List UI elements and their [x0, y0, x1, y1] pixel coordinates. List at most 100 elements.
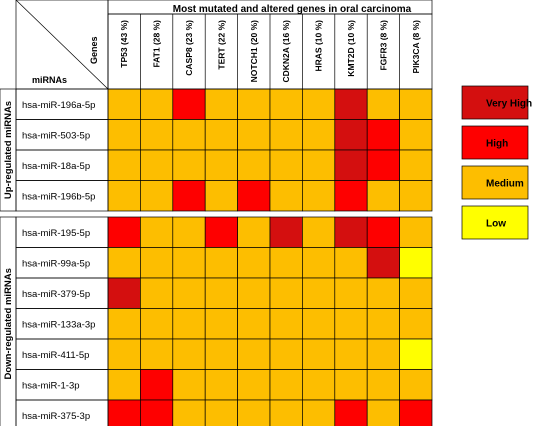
heatmap-cell: [269, 247, 303, 279]
heatmap-cell: [204, 308, 238, 340]
heatmap-cell: [237, 119, 271, 151]
heatmap-cell: [140, 216, 174, 248]
heatmap-cell: [107, 369, 141, 401]
heatmap-cell: [302, 247, 336, 279]
heatmap-cell: [366, 247, 400, 279]
heatmap-cell: [399, 247, 433, 279]
heatmap-cell: [334, 308, 368, 340]
legend-label: Very High: [486, 99, 532, 110]
heatmap-cell: [334, 277, 368, 309]
legend-swatch: [461, 165, 529, 200]
heatmap-cell: [172, 180, 206, 212]
legend-swatch: [461, 85, 529, 120]
heatmap-cell: [107, 180, 141, 212]
heatmap-cell: [140, 180, 174, 212]
heatmap-cell: [334, 119, 368, 151]
heatmap-cell: [140, 149, 174, 181]
column-label: CDKN2A (16 %): [281, 20, 291, 83]
heatmap-cell: [302, 119, 336, 151]
heatmap-cell: [204, 247, 238, 279]
heatmap-cell: [237, 277, 271, 309]
row-label: hsa-miR-379-5p: [22, 289, 90, 300]
group-label: Up-regulated miRNAs: [3, 101, 14, 199]
heatmap-cell: [204, 399, 238, 426]
heatmap-cell: [366, 338, 400, 370]
heatmap-cell: [334, 338, 368, 370]
heatmap-cell: [237, 308, 271, 340]
heatmap-cell: [172, 119, 206, 151]
heatmap-cell: [366, 399, 400, 426]
row-label: hsa-miR-18a-5p: [22, 161, 90, 172]
heatmap-cell: [366, 88, 400, 120]
heatmap-cell: [399, 399, 433, 426]
heatmap-cell: [172, 88, 206, 120]
heatmap-cell: [172, 247, 206, 279]
heatmap-cell: [366, 180, 400, 212]
legend-label: Low: [486, 219, 506, 230]
heatmap-cell: [204, 180, 238, 212]
chart-title: Most mutated and altered genes in oral c…: [173, 4, 412, 15]
heatmap-cell: [204, 369, 238, 401]
heatmap-cell: [366, 216, 400, 248]
legend-swatch: [461, 205, 529, 240]
heatmap-cell: [107, 399, 141, 426]
heatmap-cell: [366, 369, 400, 401]
heatmap-cell: [334, 149, 368, 181]
row-label: hsa-miR-1-3p: [22, 380, 80, 391]
column-label: NOTCH1 (20 %): [249, 20, 259, 83]
heatmap-cell: [302, 149, 336, 181]
row-label: hsa-miR-503-5p: [22, 130, 90, 141]
group-label: Down-regulated miRNAs: [3, 268, 14, 379]
heatmap-cell: [204, 216, 238, 248]
heatmap-cell: [399, 338, 433, 370]
heatmap-cell: [302, 308, 336, 340]
heatmap-cell: [204, 338, 238, 370]
row-header-label: miRNAs: [32, 75, 67, 85]
heatmap-cell: [399, 216, 433, 248]
heatmap-cell: [237, 216, 271, 248]
heatmap-cell: [237, 149, 271, 181]
heatmap-cell: [269, 88, 303, 120]
heatmap-cell: [237, 180, 271, 212]
column-label: FGFR3 (8 %): [378, 20, 388, 71]
heatmap-cell: [140, 338, 174, 370]
legend-label: High: [486, 139, 508, 150]
heatmap-cell: [204, 119, 238, 151]
heatmap-cell: [399, 180, 433, 212]
heatmap-cell: [302, 216, 336, 248]
heatmap-cell: [399, 277, 433, 309]
heatmap-cell: [334, 216, 368, 248]
heatmap-cell: [302, 88, 336, 120]
heatmap-cell: [172, 338, 206, 370]
heatmap-cell: [140, 277, 174, 309]
heatmap-cell: [107, 247, 141, 279]
heatmap-cell: [107, 216, 141, 248]
legend-label: Medium: [486, 179, 524, 190]
column-label: FAT1 (28 %): [152, 20, 162, 68]
column-label: HRAS (10 %): [314, 20, 324, 72]
column-label: CASP8 (23 %): [184, 20, 194, 76]
heatmap-cell: [334, 369, 368, 401]
heatmap-cell: [366, 277, 400, 309]
heatmap-cell: [140, 308, 174, 340]
heatmap-cell: [366, 308, 400, 340]
group-band: [0, 88, 17, 212]
column-label: TERT (22 %): [216, 20, 226, 70]
heatmap-cell: [172, 399, 206, 426]
heatmap-cell: [140, 88, 174, 120]
heatmap-cell: [269, 180, 303, 212]
heatmap-cell: [269, 338, 303, 370]
legend-swatch: [461, 125, 529, 160]
col-header-label: Genes: [89, 36, 99, 64]
heatmap-cell: [204, 88, 238, 120]
heatmap-cell: [399, 88, 433, 120]
heatmap-cell: [334, 247, 368, 279]
row-label: hsa-miR-99a-5p: [22, 258, 90, 269]
heatmap-cell: [204, 149, 238, 181]
heatmap-cell: [302, 277, 336, 309]
corner-diagonal: [15, 0, 109, 90]
heatmap-cell: [107, 119, 141, 151]
heatmap-cell: [172, 369, 206, 401]
heatmap-cell: [269, 119, 303, 151]
